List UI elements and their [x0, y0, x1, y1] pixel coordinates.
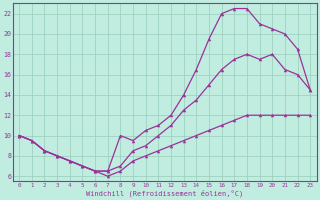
- X-axis label: Windchill (Refroidissement éolien,°C): Windchill (Refroidissement éolien,°C): [86, 189, 243, 197]
